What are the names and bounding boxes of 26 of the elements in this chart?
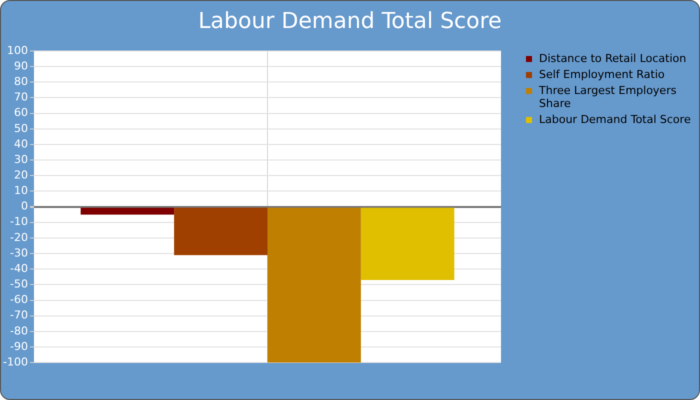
legend-label: Labour Demand Total Score — [539, 113, 691, 126]
y-tick-label: 80 — [14, 75, 28, 88]
y-tick-label: -70 — [10, 308, 28, 322]
legend-label: Three Largest Employers Share — [539, 84, 678, 110]
y-tick-label: -60 — [10, 293, 28, 306]
y-tick-label: -50 — [10, 278, 28, 291]
y-tick-label: 0 — [20, 200, 28, 213]
y-tick-label: 30 — [14, 152, 28, 166]
y-tick-label: -100 — [2, 355, 28, 368]
y-tick-label: -40 — [10, 262, 28, 275]
y-tick-label: 40 — [14, 137, 28, 150]
y-tick-label: -10 — [10, 215, 28, 228]
y-tick-label: 20 — [14, 168, 28, 182]
y-tick-label: 90 — [14, 59, 28, 72]
y-tick-label: 10 — [14, 184, 28, 198]
y-tick-label: 60 — [14, 106, 28, 120]
y-tick-label: 100 — [6, 44, 28, 57]
y-tick-label: -30 — [10, 246, 28, 260]
y-tick-label: 70 — [14, 90, 28, 104]
chart-title: Labour Demand Total Score — [197, 9, 503, 34]
legend-label: Self Employment Ratio — [539, 68, 665, 81]
y-tick-label: 50 — [14, 122, 28, 135]
y-tick-label: -20 — [10, 230, 28, 244]
y-tick-label: -90 — [10, 340, 28, 353]
y-tick-label: -80 — [10, 324, 28, 338]
legend-label: Distance to Retail Location — [539, 52, 686, 65]
